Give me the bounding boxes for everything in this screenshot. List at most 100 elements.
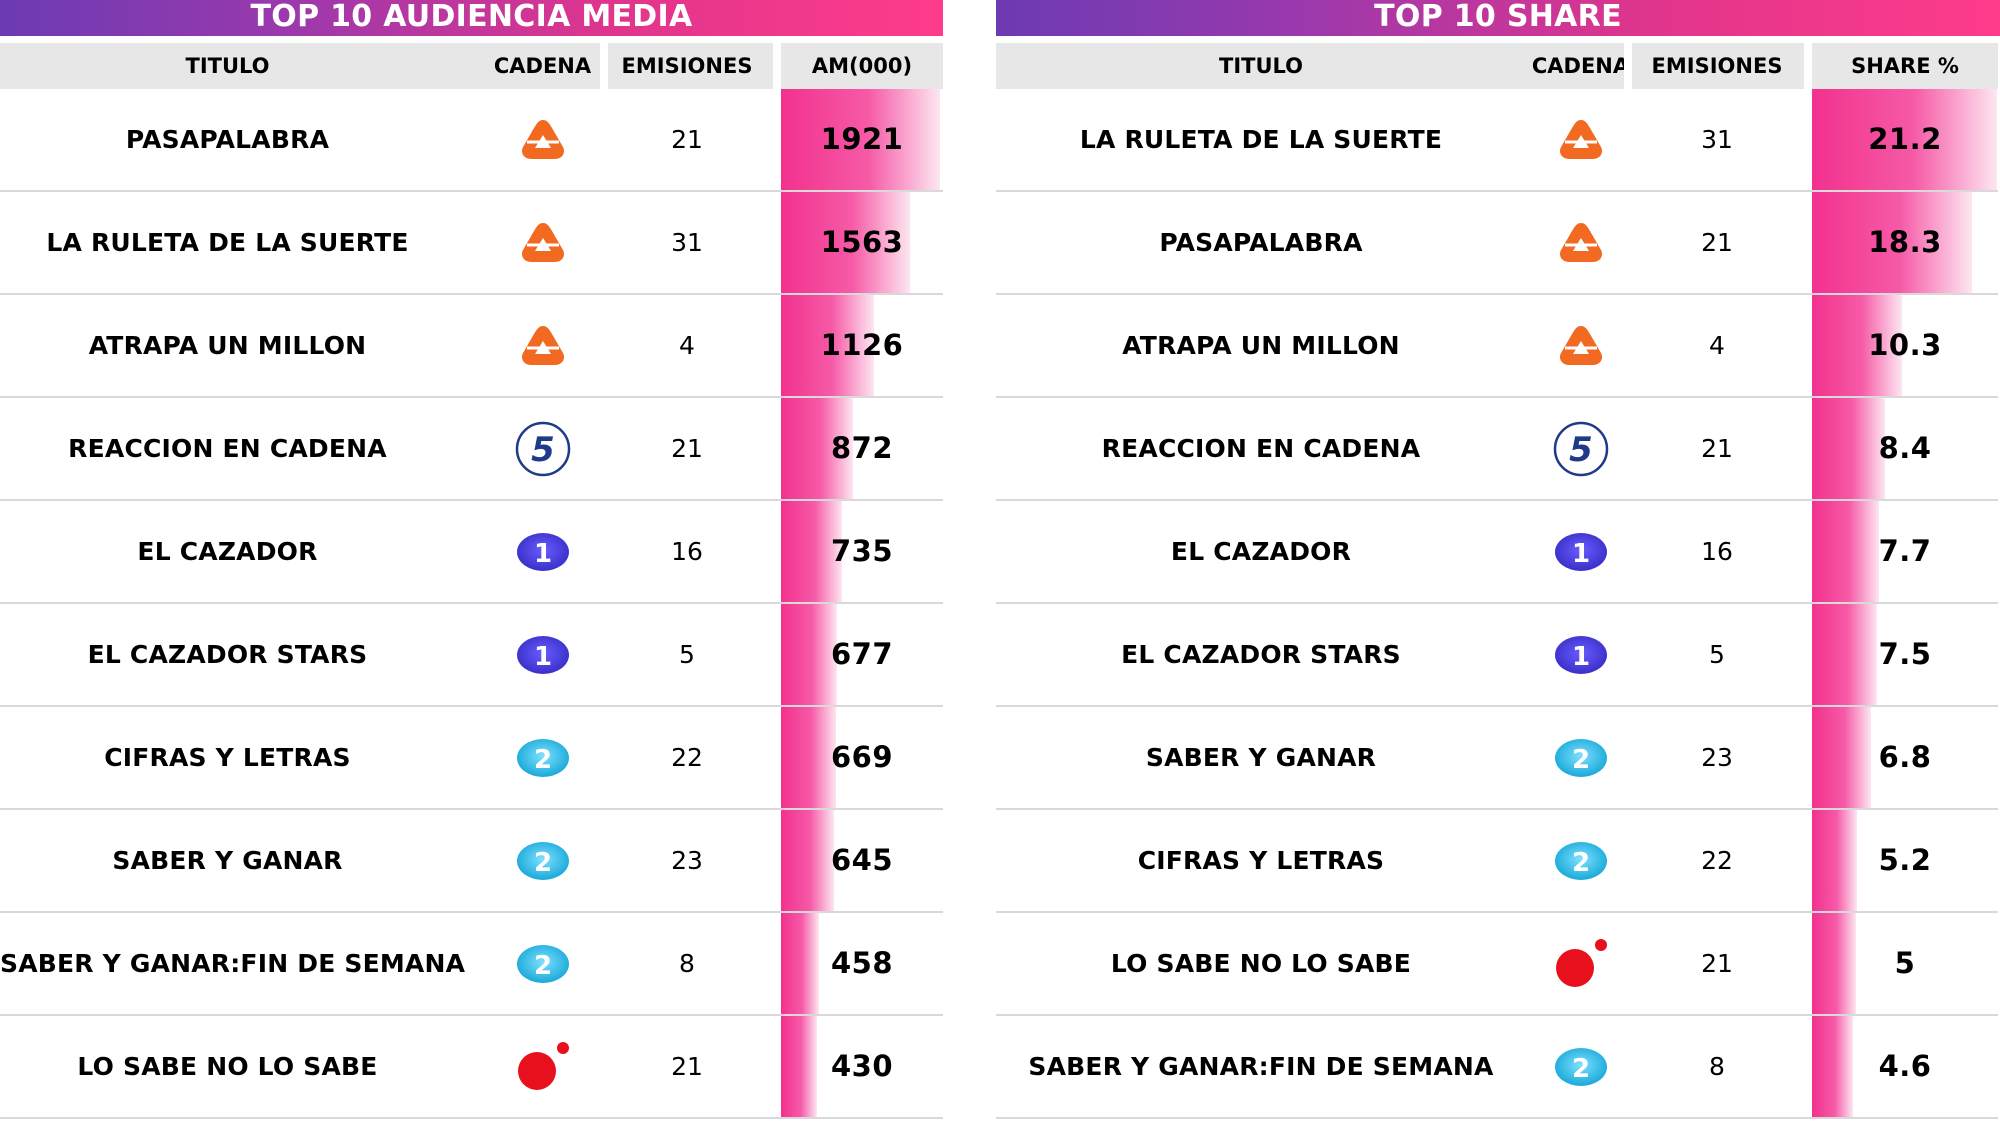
table-row: EL CAZADOR STARS 1 5 677 (0, 604, 943, 707)
value-bar (1812, 89, 1997, 190)
emisiones-value: 22 (671, 743, 703, 772)
program-title: PASAPALABRA (1159, 228, 1363, 257)
share-header-row: TITULO CADENA EMISIONES SHARE % (996, 43, 1998, 89)
header-valor: AM(000) (811, 54, 913, 78)
program-title: ATRAPA UN MILLON (1122, 331, 1400, 360)
table-row: PASAPALABRA 21 1921 (0, 89, 943, 192)
metric-value: 872 (830, 431, 894, 465)
table-row: SABER Y GANAR 2 23 6.8 (996, 707, 1998, 810)
table-row: SABER Y GANAR:FIN DE SEMANA 2 8 458 (0, 913, 943, 1016)
table-row: ATRAPA UN MILLON 4 10.3 (996, 295, 1998, 398)
value-bar (781, 89, 940, 190)
value-bar (781, 810, 834, 911)
header-valor: SHARE % (1851, 54, 1959, 78)
program-title: SABER Y GANAR:FIN DE SEMANA (0, 949, 466, 978)
program-title: PASAPALABRA (125, 125, 330, 154)
antena3-logo-icon (1518, 89, 1643, 190)
program-title: EL CAZADOR (1170, 537, 1352, 566)
audiencia-panel: TOP 10 AUDIENCIA MEDIA TITULO CADENA EMI… (0, 0, 943, 1131)
emisiones-value: 16 (1701, 537, 1733, 566)
metric-value: 430 (830, 1049, 894, 1083)
la2-logo-icon: 2 (1518, 707, 1643, 808)
value-bar (1812, 913, 1856, 1014)
emisiones-value: 4 (679, 331, 695, 360)
la1-logo-icon: 1 (1518, 501, 1643, 602)
metric-value: 4.6 (1878, 1049, 1932, 1083)
table-row: SABER Y GANAR 2 23 645 (0, 810, 943, 913)
metric-value: 10.3 (1868, 328, 1942, 362)
program-title: LO SABE NO LO SABE (77, 1052, 378, 1081)
value-bar (1812, 604, 1877, 705)
metric-value: 677 (830, 637, 894, 671)
emisiones-value: 21 (671, 1052, 703, 1081)
table-row: CIFRAS Y LETRAS 2 22 669 (0, 707, 943, 810)
emisiones-value: 23 (671, 846, 703, 875)
header-titulo: TITULO (185, 54, 270, 78)
audiencia-header-row: TITULO CADENA EMISIONES AM(000) (0, 43, 943, 89)
value-bar (781, 501, 842, 602)
la1-logo-icon: 1 (480, 604, 605, 705)
program-title: LO SABE NO LO SABE (1110, 949, 1412, 978)
emisiones-value: 21 (1701, 434, 1733, 463)
metric-value: 1921 (820, 122, 904, 156)
value-bar (1812, 1016, 1853, 1117)
table-row: ATRAPA UN MILLON 4 1126 (0, 295, 943, 398)
emisiones-value: 23 (1701, 743, 1733, 772)
la1-logo-icon: 1 (1518, 604, 1643, 705)
program-title: SABER Y GANAR:FIN DE SEMANA (1028, 1052, 1494, 1081)
emisiones-value: 22 (1701, 846, 1733, 875)
svg-text:1: 1 (1571, 642, 1589, 672)
header-cadena: CADENA (493, 54, 592, 78)
emisiones-value: 5 (679, 640, 695, 669)
svg-text:2: 2 (1571, 1054, 1589, 1084)
emisiones-value: 21 (1701, 228, 1733, 257)
table-row: EL CAZADOR 1 16 735 (0, 501, 943, 604)
metric-value: 458 (830, 946, 894, 980)
value-bar (1812, 501, 1879, 602)
value-bar (781, 707, 836, 808)
program-title: LA RULETA DE LA SUERTE (1079, 125, 1443, 154)
svg-text:1: 1 (533, 539, 551, 569)
table-row: CIFRAS Y LETRAS 2 22 5.2 (996, 810, 1998, 913)
trece-logo-icon (480, 1016, 605, 1117)
table-row: PASAPALABRA 21 18.3 (996, 192, 1998, 295)
program-title: REACCION EN CADENA (1101, 434, 1421, 463)
emisiones-value: 21 (671, 125, 703, 154)
emisiones-value: 31 (671, 228, 703, 257)
header-divider (773, 43, 781, 89)
metric-value: 1563 (820, 225, 904, 259)
value-bar (781, 295, 874, 396)
telecinco-logo-icon: 5 (480, 398, 605, 499)
audiencia-title: TOP 10 AUDIENCIA MEDIA (0, 0, 943, 36)
metric-value: 5 (1894, 946, 1916, 980)
table-row: LO SABE NO LO SABE 21 430 (0, 1016, 943, 1119)
program-title: SABER Y GANAR (1145, 743, 1377, 772)
program-title: CIFRAS Y LETRAS (1137, 846, 1385, 875)
metric-value: 735 (830, 534, 894, 568)
antena3-logo-icon (480, 89, 605, 190)
svg-text:2: 2 (533, 745, 551, 775)
svg-text:2: 2 (533, 951, 551, 981)
la2-logo-icon: 2 (480, 913, 605, 1014)
metric-value: 7.5 (1878, 637, 1932, 671)
emisiones-value: 21 (671, 434, 703, 463)
share-panel: TOP 10 SHARE TITULO CADENA EMISIONES SHA… (996, 0, 2000, 1131)
program-title: CIFRAS Y LETRAS (104, 743, 351, 772)
metric-value: 8.4 (1878, 431, 1932, 465)
header-divider (1624, 43, 1632, 89)
metric-value: 18.3 (1868, 225, 1942, 259)
table-row: EL CAZADOR 1 16 7.7 (996, 501, 1998, 604)
value-bar (781, 1016, 817, 1117)
metric-value: 1126 (820, 328, 904, 362)
program-title: EL CAZADOR STARS (87, 640, 368, 669)
emisiones-value: 21 (1701, 949, 1733, 978)
table-row: SABER Y GANAR:FIN DE SEMANA 2 8 4.6 (996, 1016, 1998, 1119)
svg-text:1: 1 (533, 642, 551, 672)
telecinco-logo-icon: 5 (1518, 398, 1643, 499)
la1-logo-icon: 1 (480, 501, 605, 602)
header-titulo: TITULO (1219, 54, 1303, 78)
program-title: EL CAZADOR STARS (1121, 640, 1401, 669)
header-emisiones: EMISIONES (621, 54, 753, 78)
svg-text:2: 2 (533, 848, 551, 878)
emisiones-value: 16 (671, 537, 703, 566)
